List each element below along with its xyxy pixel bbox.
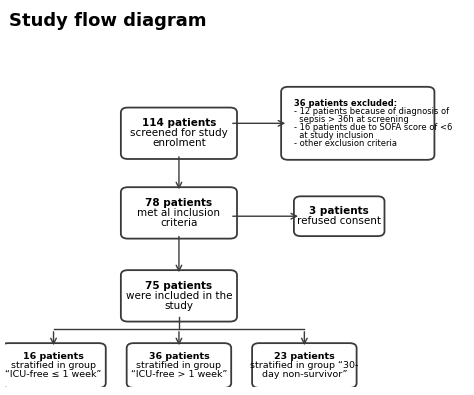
Text: “ICU-free ≤ 1 week”: “ICU-free ≤ 1 week” [5, 370, 102, 379]
Text: Study flow diagram: Study flow diagram [9, 12, 207, 30]
Text: study: study [164, 301, 193, 311]
Text: enrolment: enrolment [152, 138, 206, 149]
FancyBboxPatch shape [294, 196, 384, 236]
Text: - other exclusion criteria: - other exclusion criteria [294, 139, 397, 148]
Text: - 16 patients due to SOFA score of <6: - 16 patients due to SOFA score of <6 [294, 123, 452, 132]
Text: sepsis > 36h at screening: sepsis > 36h at screening [294, 115, 409, 124]
Text: 36 patients: 36 patients [148, 352, 210, 361]
Text: met al inclusion: met al inclusion [137, 208, 220, 218]
Text: 23 patients: 23 patients [274, 352, 335, 361]
Text: day non-survivor”: day non-survivor” [262, 370, 347, 379]
FancyBboxPatch shape [252, 343, 356, 388]
Text: were included in the: were included in the [126, 291, 232, 301]
FancyBboxPatch shape [121, 107, 237, 159]
Text: “ICU-free > 1 week”: “ICU-free > 1 week” [131, 370, 227, 379]
Text: 78 patients: 78 patients [146, 198, 212, 208]
Text: screened for study: screened for study [130, 128, 228, 138]
Text: 3 patients: 3 patients [310, 206, 369, 216]
Text: at study inclusion: at study inclusion [294, 131, 374, 140]
Text: 75 patients: 75 patients [146, 281, 212, 291]
FancyBboxPatch shape [121, 270, 237, 322]
Text: stratified in group: stratified in group [11, 361, 96, 370]
Text: criteria: criteria [160, 218, 198, 228]
Text: 16 patients: 16 patients [23, 352, 84, 361]
FancyBboxPatch shape [1, 343, 106, 388]
Text: stratified in group “30-: stratified in group “30- [250, 361, 358, 370]
Text: 114 patients: 114 patients [142, 118, 216, 128]
Text: stratified in group: stratified in group [137, 361, 221, 370]
Text: 36 patients excluded:: 36 patients excluded: [294, 99, 397, 107]
FancyBboxPatch shape [127, 343, 231, 388]
FancyBboxPatch shape [121, 187, 237, 239]
Text: - 12 patients because of diagnosis of: - 12 patients because of diagnosis of [294, 107, 449, 116]
Text: refused consent: refused consent [297, 216, 381, 226]
FancyBboxPatch shape [281, 87, 434, 160]
